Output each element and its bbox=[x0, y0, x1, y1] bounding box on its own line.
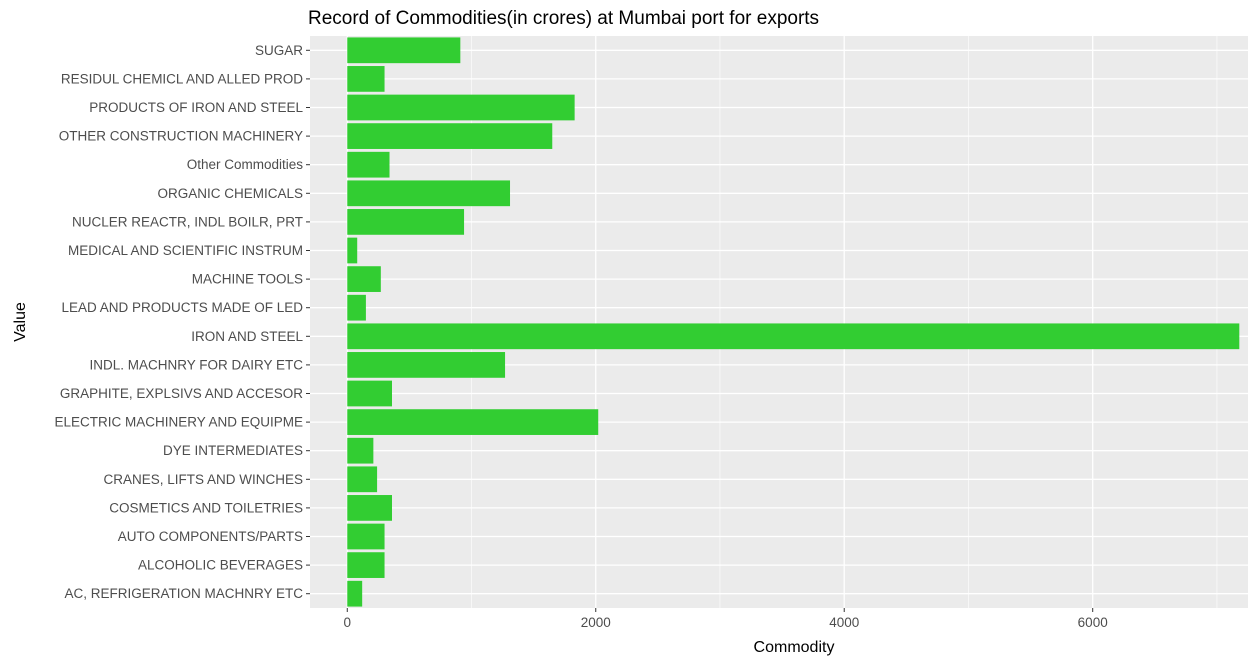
bar bbox=[347, 180, 511, 207]
bar bbox=[347, 580, 363, 607]
category-label: NUCLER REACTR, INDL BOILR, PRT bbox=[72, 214, 303, 229]
category-label: DYE INTERMEDIATES bbox=[163, 443, 303, 458]
category-label: MACHINE TOOLS bbox=[192, 272, 303, 287]
bar bbox=[347, 495, 392, 521]
plot-panel bbox=[310, 36, 1248, 608]
category-label: Other Commodities bbox=[187, 157, 304, 172]
bar bbox=[347, 523, 385, 550]
x-tick-label: 0 bbox=[344, 615, 352, 630]
category-label: OTHER CONSTRUCTION MACHINERY bbox=[59, 129, 303, 144]
category-label: COSMETICS AND TOILETRIES bbox=[109, 500, 303, 515]
bar bbox=[347, 151, 390, 178]
bar bbox=[347, 466, 378, 493]
bar bbox=[347, 323, 1240, 350]
category-label: IRON AND STEEL bbox=[191, 329, 303, 344]
category-label: GRAPHITE, EXPLSIVS AND ACCESOR bbox=[60, 386, 303, 401]
bar bbox=[347, 66, 385, 92]
category-label: MEDICAL AND SCIENTIFIC INSTRUM bbox=[68, 243, 303, 258]
bar bbox=[347, 209, 465, 235]
category-label: AUTO COMPONENTS/PARTS bbox=[118, 529, 303, 544]
category-label: AC, REFRIGERATION MACHNRY ETC bbox=[64, 586, 303, 601]
y-axis: AC, REFRIGERATION MACHNRY ETC ALCOHOLIC B… bbox=[54, 43, 310, 601]
x-tick-label: 4000 bbox=[829, 615, 859, 630]
x-axis: 0 2000 4000 6000 bbox=[344, 608, 1108, 630]
category-label: ORGANIC CHEMICALS bbox=[157, 186, 303, 201]
chart-title: Record of Commodities(in crores) at Mumb… bbox=[308, 8, 819, 29]
category-label: ELECTRIC MACHINERY AND EQUIPME bbox=[54, 415, 303, 430]
bar bbox=[347, 352, 506, 378]
category-label: RESIDUL CHEMICL AND ALLED PROD bbox=[61, 71, 303, 86]
category-label: INDL. MACHNRY FOR DAIRY ETC bbox=[89, 357, 303, 372]
bar bbox=[347, 552, 385, 578]
minor-gridlines bbox=[471, 36, 1218, 608]
category-label: PRODUCTS OF IRON AND STEEL bbox=[89, 100, 303, 115]
x-axis-title: Commodity bbox=[754, 639, 835, 656]
bar bbox=[347, 380, 392, 407]
bar bbox=[347, 409, 599, 435]
x-tick-label: 2000 bbox=[581, 615, 611, 630]
category-label: ALCOHOLIC BEVERAGES bbox=[138, 558, 303, 573]
bar bbox=[347, 437, 374, 464]
bar bbox=[347, 37, 461, 64]
category-label: LEAD AND PRODUCTS MADE OF LED bbox=[61, 300, 303, 315]
bar bbox=[347, 94, 575, 121]
x-tick-label: 6000 bbox=[1078, 615, 1108, 630]
bar bbox=[347, 123, 553, 149]
bar bbox=[347, 266, 381, 292]
category-label: CRANES, LIFTS AND WINCHES bbox=[103, 472, 303, 487]
y-axis-title: Value bbox=[12, 302, 29, 342]
bars bbox=[347, 37, 1240, 607]
bar bbox=[347, 237, 358, 264]
category-label: SUGAR bbox=[255, 43, 303, 58]
bar bbox=[347, 294, 366, 321]
